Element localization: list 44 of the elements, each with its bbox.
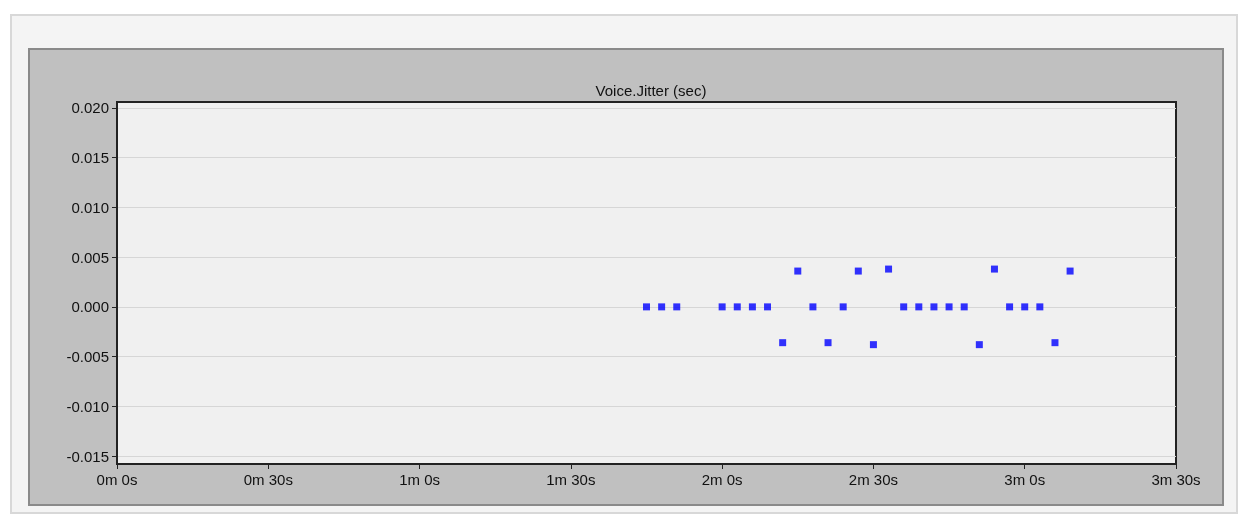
chart-title: Voice.Jitter (sec) (595, 82, 707, 99)
y-tick-label: -0.010 (66, 397, 109, 415)
point (915, 303, 923, 311)
point (1051, 339, 1059, 347)
point (748, 303, 756, 311)
point (839, 303, 847, 311)
point (1006, 303, 1014, 311)
point (824, 339, 832, 347)
point (1021, 303, 1029, 311)
y-tick-label: 0.010 (71, 198, 109, 216)
point (643, 303, 650, 311)
y-tick-label: 0.015 (71, 149, 109, 167)
point (1066, 267, 1074, 275)
point (885, 265, 893, 273)
point (869, 341, 877, 349)
point (975, 341, 983, 349)
point (718, 303, 726, 311)
x-tick-label: 2m 30s (848, 471, 899, 488)
x-tick-label: 3m 30s (1151, 471, 1201, 488)
point (960, 303, 968, 311)
point (764, 303, 772, 311)
y-tick-label: -0.015 (66, 447, 109, 465)
point (809, 303, 817, 311)
x-tick-label: 0m 30s (243, 471, 293, 488)
y-tick-label: 0.005 (71, 248, 109, 266)
x-tick-label: 0m 0s (96, 471, 138, 488)
x-tick-label: 1m 30s (546, 471, 596, 488)
point (779, 339, 787, 347)
point (658, 303, 666, 311)
y-tick-label: 0.000 (71, 298, 109, 316)
y-tick-label: 0.020 (71, 99, 109, 117)
x-tick-label: 1m 0s (399, 471, 440, 488)
point (945, 303, 953, 311)
point (1036, 303, 1044, 311)
point (930, 303, 938, 311)
point (733, 303, 741, 311)
x-tick-label: 2m 0s (701, 471, 743, 488)
point (900, 303, 908, 311)
y-tick-label: -0.005 (66, 348, 109, 366)
point (990, 265, 998, 273)
x-tick-label: 3m 0s (1004, 471, 1046, 488)
point (854, 267, 862, 275)
point (673, 303, 681, 311)
point (794, 267, 802, 275)
